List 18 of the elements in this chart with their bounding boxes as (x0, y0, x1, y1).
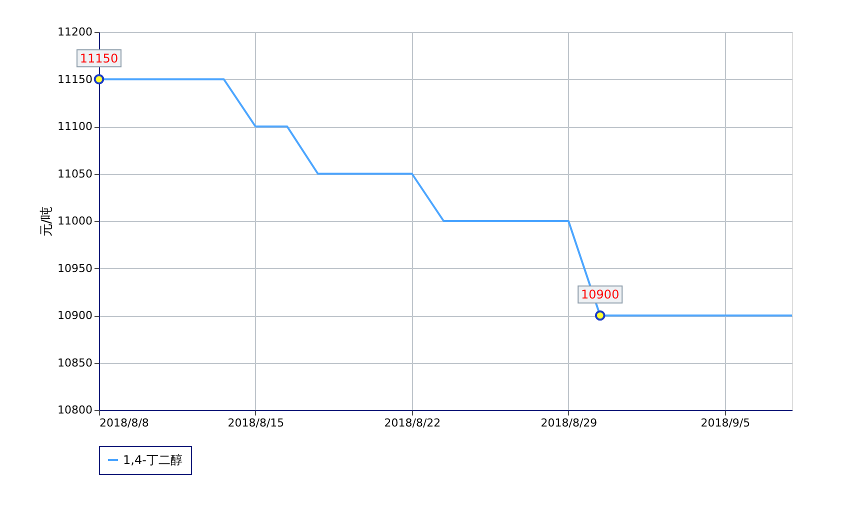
y-tick-label: 11200 (58, 26, 92, 38)
x-tick-label: 2018/8/22 (384, 416, 441, 430)
y-tick-label: 10900 (58, 309, 92, 322)
x-tick-label: 2018/8/15 (228, 416, 284, 430)
annotation: 11150 (80, 51, 118, 66)
y-tick-label: 11000 (58, 214, 92, 228)
legend-label: 1,4-丁二醇 (123, 453, 182, 467)
annotation: 10900 (581, 288, 620, 302)
x-tick-label: 2018/9/5 (700, 416, 750, 430)
y-tick-label: 11050 (58, 167, 92, 180)
y-tick-label: 11100 (58, 120, 92, 133)
y-tick-label: 10850 (58, 356, 92, 370)
y-tick-label: 11150 (58, 72, 92, 86)
x-tick-label: 2018/8/8 (100, 416, 149, 430)
y-tick-label: 10800 (58, 404, 92, 416)
y-axis-title: 元/吨 (40, 206, 55, 237)
x-tick-label: 2018/8/29 (540, 416, 598, 430)
y-tick-label: 10950 (58, 262, 92, 275)
